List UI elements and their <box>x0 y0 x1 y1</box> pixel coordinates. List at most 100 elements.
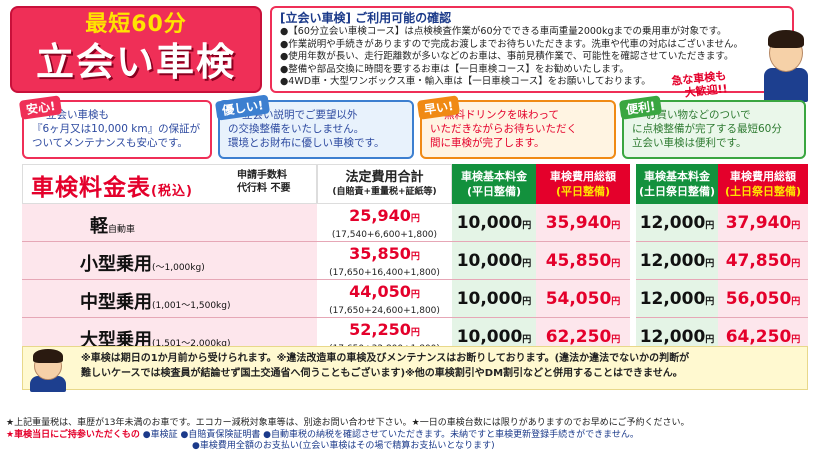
header-label: 車検費用総額 <box>730 170 796 183</box>
yen-unit: 円 <box>522 259 532 269</box>
yen-unit: 円 <box>410 214 420 224</box>
feature-line: 立会い車検も <box>46 109 109 121</box>
total-fee-weekday-cell: 54,050円 <box>536 280 630 318</box>
legal-fee-cell: 35,850円 (17,650+16,400+1,800) <box>317 242 452 280</box>
mascot-illustration <box>26 346 70 392</box>
yen-unit: 円 <box>705 259 715 269</box>
note-line: ※車検は期日の1か月前から受けられます。※違法改造車の車検及びメンテナンスはお断… <box>81 353 690 364</box>
header-sublabel: (土日祭日整備) <box>638 185 716 198</box>
page-title: 立会い車検 <box>35 40 236 84</box>
welcome-badge: 急な車検も 大歓迎!! <box>671 69 728 101</box>
basic-fee: 10,000 <box>456 213 523 233</box>
vehicle-class-cell: 小型乗用(～1,000kg) <box>22 242 317 280</box>
vehicle-class-name: 小型乗用 <box>80 254 152 275</box>
fee-note: 申請手数料 代行料 不要 <box>237 169 290 195</box>
yen-unit: 円 <box>611 335 621 345</box>
header-legal-fees: 法定費用合計 (自賠責+重量税+証紙等) <box>317 164 452 204</box>
price-table-title: 車検料金表(税込) <box>31 168 193 202</box>
header-sublabel: (平日整備) <box>555 185 611 198</box>
condition-line: ●作業説明や手続きがありますので完成お渡しまでお待ちいただきます。洗車や代車の対… <box>280 38 744 50</box>
vehicle-class-cell: 軽自動車 <box>22 204 317 242</box>
footer-line: ★上記重量税は、車歴が13年未満のお車です。エコカー減税対象車等は、別途お問い合… <box>6 418 690 428</box>
total-fee: 47,850 <box>725 251 792 271</box>
conditions-box: [立会い車検] ご利用可能の確認 ●【60分立会い車検コース】は点検検査作業が6… <box>270 6 794 93</box>
feature-line: 無料ドリンクを味わって <box>444 109 559 121</box>
feature-safe: 安心! 立会い車検も 『6ヶ月又は10,000 km』の保証が ついてメンテナン… <box>18 95 212 159</box>
conditions-tag: [立会い車検] <box>280 11 351 25</box>
yen-unit: 円 <box>791 259 801 269</box>
header-sublabel: (平日整備) <box>466 185 522 198</box>
feature-line: 『6ヶ月又は10,000 km』の保証が <box>32 123 201 135</box>
yen-unit: 円 <box>705 297 715 307</box>
bring-items-heading: ★車検当日にご持参いただくもの <box>6 429 140 440</box>
total-fee-weekend-cell: 37,940円 <box>718 204 808 242</box>
feature-line: 間に車検が完了します。 <box>430 137 545 149</box>
yen-unit: 円 <box>522 335 532 345</box>
total-fee: 37,940 <box>725 213 792 233</box>
tax-note: (税込) <box>151 184 193 199</box>
feature-line: いただきながらお待ちいただく <box>430 123 577 135</box>
legal-fee: 25,940 <box>349 206 411 225</box>
header-basic-weekday: 車検基本料金 (平日整備) <box>452 164 536 204</box>
total-fee: 56,050 <box>725 289 792 309</box>
legal-fee-cell: 25,940円 (17,540+6,600+1,800) <box>317 204 452 242</box>
vehicle-class-sub: (～1,000kg) <box>152 263 205 273</box>
feature-fast: 早い! 無料ドリンクを味わって いただきながらお待ちいただく 間に車検が完了しま… <box>416 95 616 159</box>
header-sublabel: (土日祭日整備) <box>724 185 802 198</box>
footer-line: ●車検費用全額のお支払い(立会い車検はその場で精算お支払いとなります) <box>192 441 495 451</box>
total-fee: 54,050 <box>545 289 612 309</box>
feature-gentle: 優しい! 立会い説明でご要望以外 の交換整備をいたしません。 環境とお財布に優し… <box>214 94 414 159</box>
notes-box: ※車検は期日の1か月前から受けられます。※違法改造車の車検及びメンテナンスはお断… <box>22 346 808 390</box>
total-fee: 62,250 <box>545 327 612 347</box>
bring-items-list: ●車検証 ●自賠責保険証明書 ●自動車税の納税を確認させていただきます。未納です… <box>139 429 639 440</box>
yen-unit: 円 <box>791 221 801 231</box>
total-fee-weekday-cell: 45,850円 <box>536 242 630 280</box>
vehicle-class: 軽自動車 <box>90 212 135 238</box>
vehicle-class-sub: 自動車 <box>108 225 136 235</box>
table-row: 中型乗用(1,001～1,500kg) 44,050円 (17,650+24,6… <box>22 280 808 318</box>
total-fee-weekday-cell: 35,940円 <box>536 204 630 242</box>
vehicle-class: 小型乗用(～1,000kg) <box>80 250 205 276</box>
basic-fee: 12,000 <box>639 289 706 309</box>
vehicle-class-sub: (1,001～1,500kg) <box>152 301 231 311</box>
yen-unit: 円 <box>705 221 715 231</box>
mascot-illustration <box>760 22 812 102</box>
basic-fee-weekday-cell: 10,000円 <box>452 204 536 242</box>
yen-unit: 円 <box>791 297 801 307</box>
total-fee-weekend-cell: 56,050円 <box>718 280 808 318</box>
legal-fee-cell: 44,050円 (17,650+24,600+1,800) <box>317 280 452 318</box>
basic-fee-weekday-cell: 10,000円 <box>452 280 536 318</box>
feature-line: の交換整備をいたしません。 <box>228 123 365 135</box>
feature-line: 環境とお財布に優しい車検です。 <box>228 137 385 149</box>
basic-fee: 12,000 <box>639 213 706 233</box>
basic-fee-weekend-cell: 12,000円 <box>636 242 718 280</box>
header-label: 車検費用総額 <box>550 170 616 183</box>
table-row: 小型乗用(～1,000kg) 35,850円 (17,650+16,400+1,… <box>22 242 808 280</box>
yen-unit: 円 <box>611 259 621 269</box>
vehicle-class: 中型乗用(1,001～1,500kg) <box>80 288 230 314</box>
column-divider <box>630 164 636 394</box>
basic-fee: 12,000 <box>639 327 706 347</box>
price-table-title-text: 車検料金表 <box>31 175 151 201</box>
yen-unit: 円 <box>611 221 621 231</box>
header-basic-weekend: 車検基本料金 (土日祭日整備) <box>636 164 718 204</box>
header-total-weekday: 車検費用総額 (平日整備) <box>536 164 630 204</box>
total-fee: 64,250 <box>725 327 792 347</box>
legal-fee-detail: (17,650+24,600+1,800) <box>329 306 440 316</box>
conditions-title: [立会い車検] ご利用可能の確認 <box>280 11 784 26</box>
vehicle-class: 大型乗用(1,501～2,000kg) <box>80 326 230 352</box>
legal-fee-detail: (17,540+6,600+1,800) <box>331 230 438 240</box>
feature-line: お買い物などのついで <box>646 109 751 121</box>
vehicle-class-cell: 中型乗用(1,001～1,500kg) <box>22 280 317 318</box>
vehicle-class-name: 大型乗用 <box>80 330 152 351</box>
total-fee: 45,850 <box>545 251 612 271</box>
basic-fee: 10,000 <box>456 251 523 271</box>
legal-fee: 44,050 <box>349 282 411 301</box>
feature-line: 立会い説明でご要望以外 <box>242 109 358 121</box>
feature-line: 立会い車検は便利です。 <box>632 137 747 149</box>
table-row: 軽自動車 25,940円 (17,540+6,600+1,800) 10,000… <box>22 204 808 242</box>
fee-note-line: 申請手数料 <box>237 170 287 181</box>
total-fee-weekend-cell: 47,850円 <box>718 242 808 280</box>
condition-line: ●整備や部品交換に時間を要するお車は【一日車検コース】をお勧めいたします。 <box>280 63 629 75</box>
